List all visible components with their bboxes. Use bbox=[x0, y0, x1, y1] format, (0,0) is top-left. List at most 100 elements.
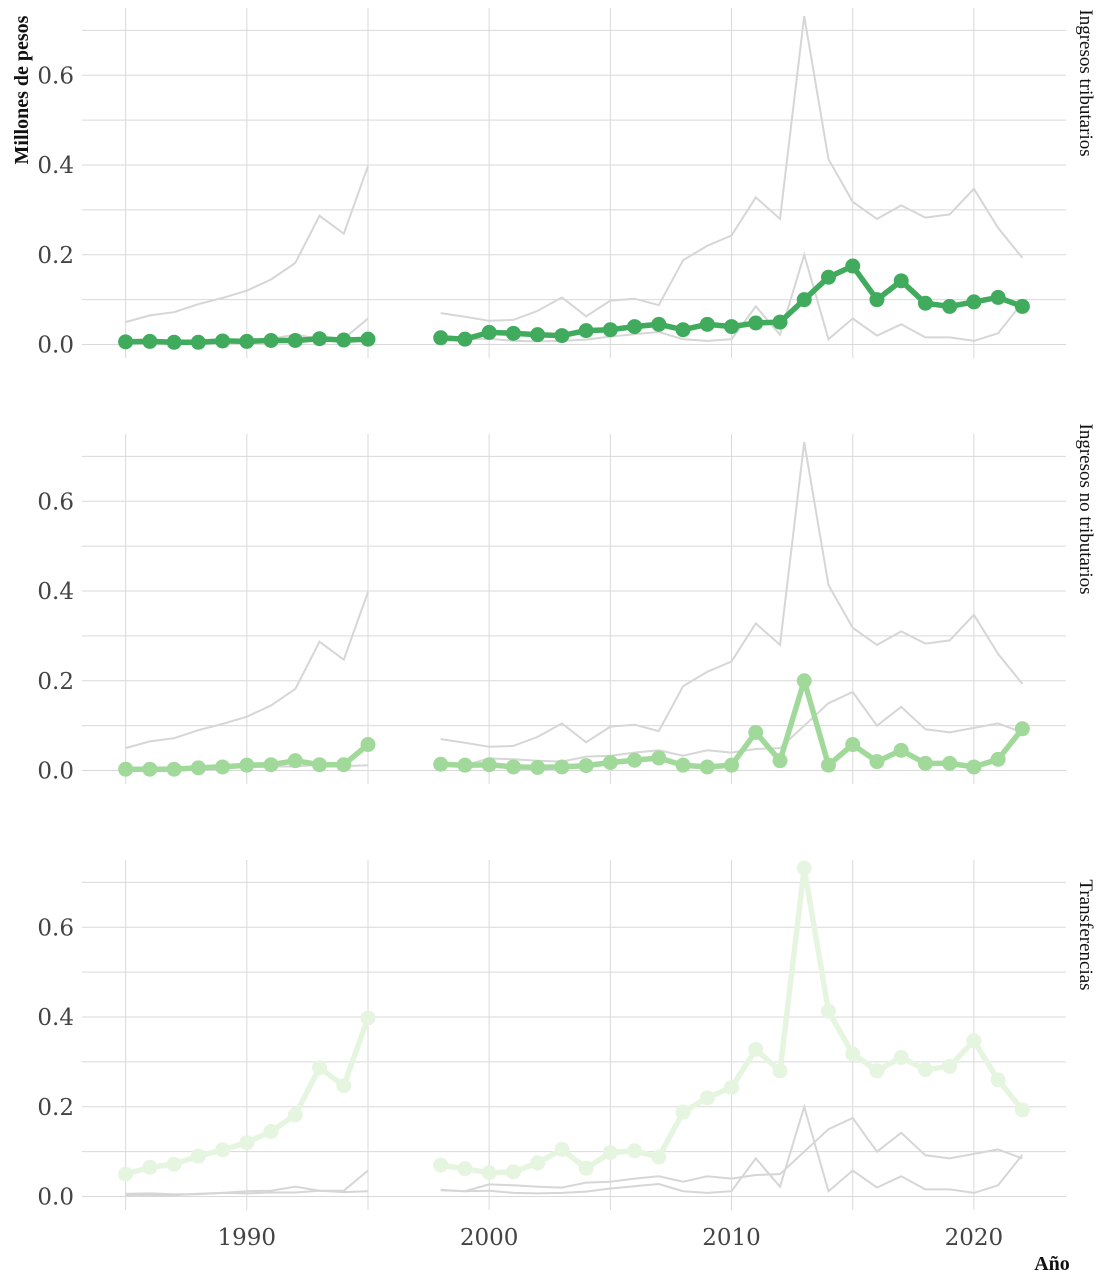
data-point bbox=[942, 755, 958, 771]
data-point bbox=[869, 754, 885, 770]
axis-labels-layer: 0.0 0.2 0.4 0.6 Ingresos tributarios 0.0 0.2 0.… bbox=[37, 9, 1096, 1251]
y-tick-label: 0.6 bbox=[37, 63, 74, 89]
data-point bbox=[893, 273, 909, 289]
panel-title: Ingresos no tributarios bbox=[1075, 424, 1096, 595]
data-point bbox=[457, 757, 473, 773]
panel-title: Ingresos tributarios bbox=[1075, 9, 1096, 156]
x-axis-title: Año bbox=[1034, 1253, 1070, 1275]
data-point bbox=[215, 333, 231, 349]
data-point bbox=[433, 1157, 449, 1173]
y-tick-label: 0.4 bbox=[37, 1005, 74, 1031]
data-point bbox=[142, 333, 158, 349]
data-point bbox=[530, 1155, 546, 1171]
data-point bbox=[845, 258, 861, 274]
y-tick-label: 0.6 bbox=[37, 489, 74, 515]
data-point bbox=[118, 1166, 134, 1182]
data-point bbox=[530, 759, 546, 775]
data-point bbox=[190, 760, 206, 776]
data-point bbox=[772, 314, 788, 330]
data-point bbox=[1014, 721, 1030, 737]
data-point bbox=[166, 334, 182, 350]
data-point bbox=[845, 1046, 861, 1062]
y-axis-title: Millones de pesos bbox=[11, 15, 33, 164]
data-point bbox=[239, 1135, 255, 1151]
data-point bbox=[917, 755, 933, 771]
x-tick-label: 2000 bbox=[460, 1225, 519, 1251]
data-point bbox=[675, 1104, 691, 1120]
data-point bbox=[554, 328, 570, 344]
background-series-line bbox=[125, 591, 369, 750]
data-point bbox=[239, 333, 255, 349]
data-point bbox=[312, 331, 328, 347]
data-point bbox=[651, 316, 667, 332]
data-point bbox=[360, 737, 376, 753]
data-point bbox=[724, 1080, 740, 1095]
data-point bbox=[772, 1063, 788, 1079]
data-point bbox=[627, 1143, 643, 1159]
data-point bbox=[118, 334, 134, 350]
data-point bbox=[433, 756, 449, 772]
data-point bbox=[481, 324, 497, 340]
data-point bbox=[651, 1149, 667, 1165]
data-point bbox=[966, 294, 982, 310]
data-point bbox=[820, 269, 836, 285]
data-point bbox=[796, 860, 812, 876]
data-point bbox=[287, 333, 303, 348]
background-series-line bbox=[125, 1169, 369, 1197]
data-point bbox=[360, 1010, 376, 1026]
data-point bbox=[893, 1049, 909, 1065]
data-point bbox=[1014, 1102, 1030, 1118]
data-point bbox=[942, 298, 958, 314]
data-point bbox=[287, 753, 303, 769]
data-point bbox=[748, 724, 764, 740]
data-point bbox=[990, 751, 1006, 767]
data-point bbox=[893, 742, 909, 758]
background-series-line bbox=[125, 165, 369, 324]
data-point bbox=[190, 334, 206, 350]
data-point bbox=[869, 1063, 885, 1079]
data-point bbox=[869, 292, 885, 308]
data-point bbox=[263, 757, 279, 773]
data-point bbox=[336, 332, 352, 348]
data-point bbox=[917, 1062, 933, 1078]
y-tick-label: 0.2 bbox=[37, 243, 74, 269]
data-point bbox=[966, 759, 982, 775]
data-point bbox=[457, 331, 473, 347]
data-point bbox=[699, 316, 715, 332]
data-point bbox=[578, 758, 594, 774]
data-point bbox=[1014, 298, 1030, 314]
data-point bbox=[481, 757, 497, 773]
data-point bbox=[699, 759, 715, 775]
data-point bbox=[118, 761, 134, 777]
data-point bbox=[312, 1060, 328, 1076]
x-tick-label: 1990 bbox=[218, 1225, 277, 1251]
data-point bbox=[845, 737, 861, 753]
data-point bbox=[433, 330, 449, 346]
data-point bbox=[505, 759, 521, 775]
data-point bbox=[796, 673, 812, 689]
background-series-line bbox=[440, 15, 1024, 322]
data-point bbox=[287, 1107, 303, 1123]
data-point bbox=[990, 1072, 1006, 1088]
data-point bbox=[312, 757, 328, 773]
y-tick-label: 0.0 bbox=[37, 1185, 74, 1211]
data-point bbox=[166, 761, 182, 777]
data-point bbox=[263, 333, 279, 348]
background-series-line bbox=[440, 1116, 1023, 1193]
data-point bbox=[142, 761, 158, 777]
data-point bbox=[336, 1078, 352, 1094]
data-point bbox=[627, 752, 643, 768]
y-tick-label: 0.6 bbox=[37, 915, 74, 941]
data-point bbox=[748, 1041, 764, 1057]
x-tick-label: 2010 bbox=[702, 1225, 761, 1251]
data-point bbox=[190, 1148, 206, 1164]
data-point bbox=[820, 1003, 836, 1019]
y-tick-label: 0.2 bbox=[37, 669, 74, 695]
data-point bbox=[457, 1161, 473, 1177]
data-point bbox=[215, 759, 231, 775]
data-point bbox=[796, 292, 812, 308]
data-point bbox=[651, 750, 667, 766]
data-point bbox=[239, 757, 255, 773]
y-tick-label: 0.2 bbox=[37, 1095, 74, 1121]
y-tick-label: 0.0 bbox=[37, 333, 74, 359]
